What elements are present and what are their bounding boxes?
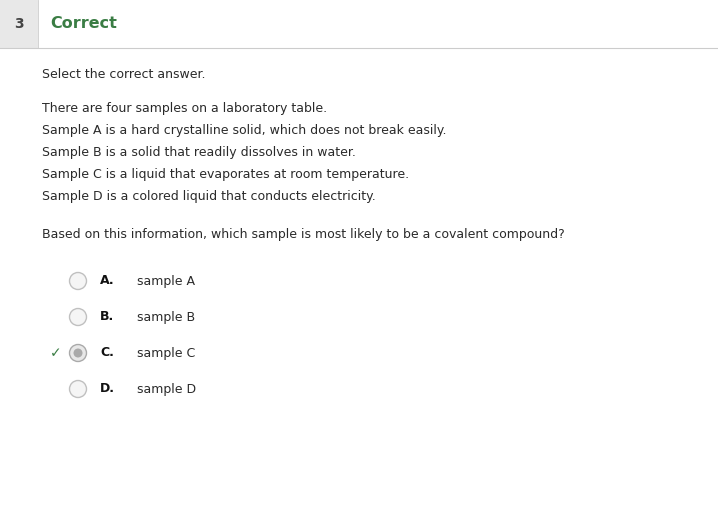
Circle shape: [70, 345, 86, 362]
Circle shape: [70, 272, 86, 289]
Text: Sample C is a liquid that evaporates at room temperature.: Sample C is a liquid that evaporates at …: [42, 168, 409, 181]
Text: Correct: Correct: [50, 16, 117, 31]
Bar: [0, 0, 38, 48]
Text: C.: C.: [100, 347, 114, 359]
Text: ✓: ✓: [50, 346, 62, 360]
Circle shape: [73, 349, 83, 357]
Text: Sample D is a colored liquid that conducts electricity.: Sample D is a colored liquid that conduc…: [42, 190, 376, 203]
Text: A.: A.: [100, 274, 115, 287]
Text: Sample A is a hard crystalline solid, which does not break easily.: Sample A is a hard crystalline solid, wh…: [42, 124, 447, 137]
Text: B.: B.: [100, 311, 114, 323]
Circle shape: [70, 308, 86, 325]
Text: sample B: sample B: [137, 311, 195, 323]
Text: sample C: sample C: [137, 347, 195, 359]
Text: Sample B is a solid that readily dissolves in water.: Sample B is a solid that readily dissolv…: [42, 146, 356, 159]
Text: sample D: sample D: [137, 383, 196, 396]
Circle shape: [70, 381, 86, 398]
Text: Based on this information, which sample is most likely to be a covalent compound: Based on this information, which sample …: [42, 228, 565, 241]
Text: sample A: sample A: [137, 274, 195, 287]
Text: 3: 3: [14, 17, 24, 31]
Text: D.: D.: [100, 383, 115, 396]
Text: Select the correct answer.: Select the correct answer.: [42, 68, 205, 81]
Text: There are four samples on a laboratory table.: There are four samples on a laboratory t…: [42, 102, 327, 115]
